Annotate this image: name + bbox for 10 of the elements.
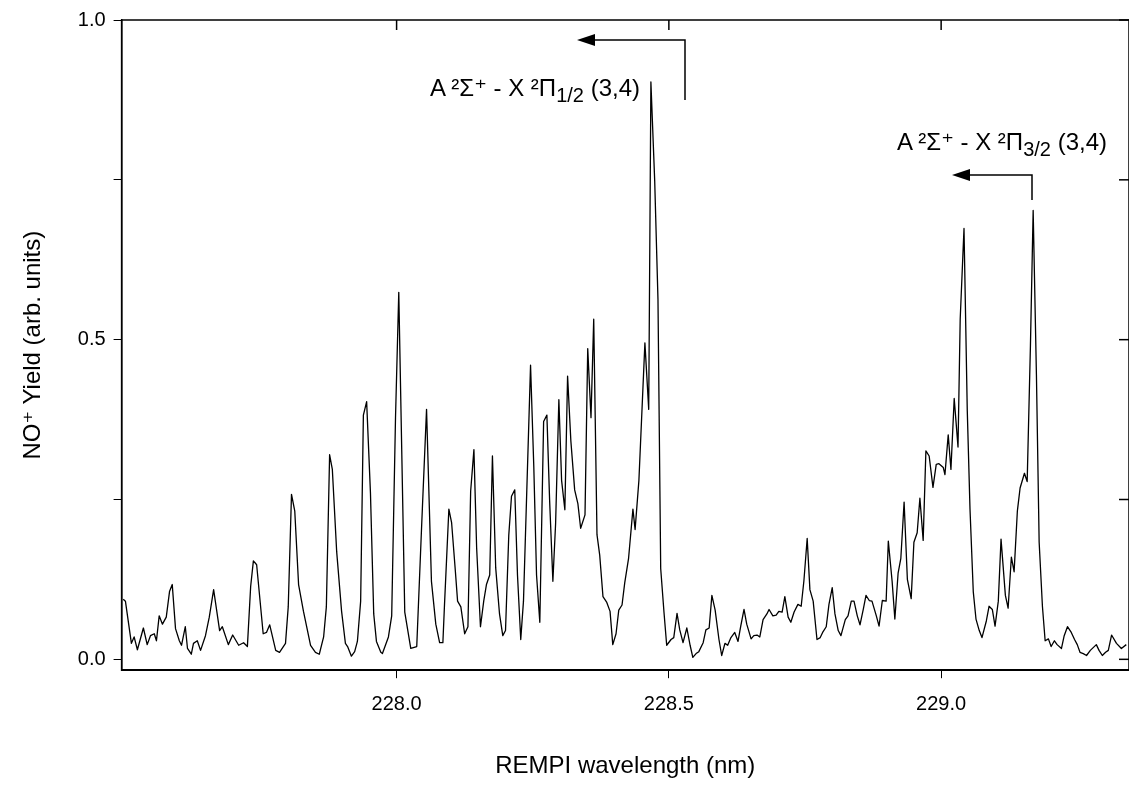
y-tick-label: 0.0 — [77, 646, 106, 669]
x-tick-label: 228.0 — [371, 691, 422, 714]
annotation: A ²Σ⁺ - X ²Π$_{3/2}$ (3,4) — [896, 128, 1107, 160]
y-axis-title: NO⁺ Yield (arb. units) — [18, 230, 46, 460]
x-axis-title: REMPI wavelength (nm) — [495, 751, 756, 779]
y-tick-label: 0.5 — [77, 327, 106, 350]
y-tick-label: 1.0 — [77, 7, 106, 30]
x-tick-label: 228.5 — [643, 691, 694, 714]
annotation: A ²Σ⁺ - X ²Π$_{1/2}$ (3,4) — [429, 74, 640, 106]
x-tick-label: 229.0 — [916, 691, 967, 714]
